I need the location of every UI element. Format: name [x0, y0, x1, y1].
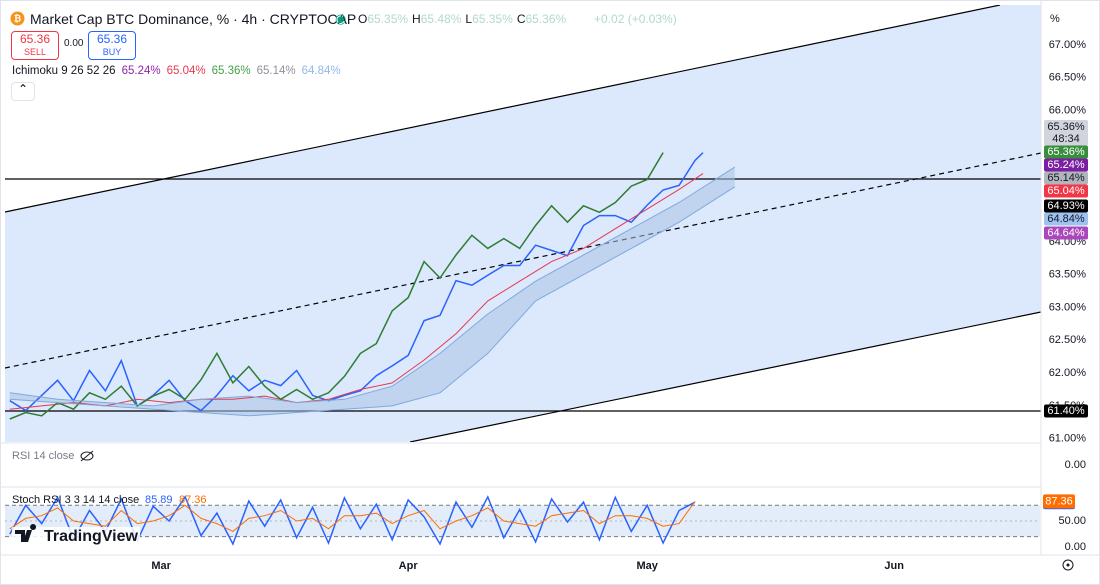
- price-badge-label: 61.40%: [1047, 405, 1085, 417]
- price-badge-label: 65.36%: [1047, 146, 1085, 158]
- ohlc-value: 65.48%: [420, 12, 462, 26]
- y-tick-label: 63.50%: [1049, 269, 1087, 281]
- price-badge-countdown: 48:34: [1052, 133, 1080, 145]
- channel-upper: [4, 5, 1001, 213]
- series-line: [9, 152, 664, 420]
- price-badge-label: 65.36%: [1047, 121, 1085, 133]
- series-line: [9, 501, 696, 532]
- last-value-label: 87.36: [1045, 495, 1073, 507]
- y-tick-label: 63.00%: [1049, 301, 1087, 313]
- main-series: [9, 152, 736, 420]
- logo: TradingView: [12, 524, 140, 549]
- ohlc-label: C: [516, 12, 526, 26]
- channel-lower: [409, 311, 1041, 442]
- x-tick-label: Jun: [884, 560, 904, 572]
- sell-label: SELL: [23, 47, 47, 57]
- stoch-pane: [5, 495, 1040, 546]
- y-tick-label: 66.00%: [1049, 105, 1087, 117]
- y-tick-label: 67.00%: [1049, 39, 1087, 51]
- buy-label: BUY: [102, 47, 122, 57]
- indicator-value: 65.14%: [256, 65, 296, 77]
- collapse-button[interactable]: ⌃: [11, 82, 35, 101]
- axes: 61.00%61.50%62.00%62.50%63.00%63.50%64.0…: [145, 39, 1088, 572]
- y-tick-label: 0.00: [1065, 541, 1086, 553]
- buy-price: 65.36: [96, 32, 128, 46]
- symbol-icon: ₿: [10, 11, 25, 29]
- ohlc: O65.35% H65.48% L65.35% C65.36%: [358, 12, 570, 26]
- price-badge: [1044, 158, 1088, 172]
- spread: 0.00: [64, 38, 84, 49]
- price-badge-label: 64.93%: [1047, 200, 1085, 212]
- price-badge: [1044, 171, 1088, 185]
- x-tick-label: Mar: [151, 560, 171, 572]
- indicator-value: 65.24%: [121, 65, 161, 77]
- stoch-legend-value: 87.36: [179, 494, 207, 506]
- market-status: ◉: [335, 11, 347, 26]
- price-badge: [1044, 120, 1088, 146]
- price-badge: [1044, 404, 1088, 418]
- price-badge: [1044, 212, 1088, 226]
- last-value-badge: [1043, 494, 1075, 509]
- rsi-legend: RSI 14 close: [12, 450, 74, 462]
- series-line: [9, 495, 696, 546]
- price-badge-label: 65.14%: [1047, 172, 1085, 184]
- y-tick-label: 62.00%: [1049, 367, 1087, 379]
- price-unit: %: [1050, 13, 1060, 25]
- ohlc-label: O: [358, 12, 368, 26]
- price-badge-label: 65.24%: [1047, 159, 1085, 171]
- price-badge: [1044, 226, 1088, 240]
- price-badge-label: 64.84%: [1047, 213, 1085, 225]
- indicator-value: 64.84%: [301, 65, 341, 77]
- indicator-name: Ichimoku 9 26 52 26: [12, 65, 116, 77]
- indicator-value: 65.04%: [166, 65, 206, 77]
- price-badge-label: 65.04%: [1047, 185, 1085, 197]
- series-line: [9, 166, 736, 407]
- sell-button[interactable]: 65.36 SELL: [11, 31, 59, 60]
- price-badge: [1044, 145, 1088, 159]
- btc-icon: ₿: [10, 11, 25, 26]
- rsi-tick-label: 0.00: [1065, 459, 1086, 471]
- svg-text:₿: ₿: [14, 13, 21, 23]
- change: +0.02 (+0.03%): [594, 12, 677, 26]
- ohlc-label: L: [465, 12, 473, 26]
- series-line: [9, 186, 736, 417]
- logo-text: TradingView: [44, 528, 139, 545]
- x-tick-label: Apr: [399, 560, 419, 572]
- symbol-title: Market Cap BTC Dominance, % · 4h · CRYPT…: [30, 11, 357, 27]
- price-badge: [1044, 199, 1088, 213]
- stoch-legend-value: 85.89: [145, 494, 173, 506]
- y-tick-label: 62.50%: [1049, 334, 1087, 346]
- eye-icon[interactable]: [80, 450, 94, 462]
- y-tick-label: 50.00: [1058, 515, 1086, 527]
- stoch-legend: Stoch RSI 3 3 14 14 close: [12, 494, 139, 506]
- ohlc-value: 65.35%: [367, 12, 409, 26]
- ohlc-label: H: [412, 12, 421, 26]
- indicator-values: 65.24% 65.04% 65.36% 65.14% 64.84%: [116, 65, 341, 77]
- price-badge-label: 64.64%: [1047, 227, 1085, 239]
- settings-icon[interactable]: [1062, 559, 1074, 571]
- indicator-legend: Ichimoku 9 26 52 26 65.24% 65.04% 65.36% 65.…: [12, 65, 341, 77]
- buy-button[interactable]: 65.36 BUY: [88, 31, 136, 60]
- sell-price: 65.36: [19, 32, 51, 46]
- x-tick-label: May: [636, 560, 658, 572]
- main-pane: [4, 5, 1041, 442]
- y-tick-label: 66.50%: [1049, 72, 1087, 84]
- price-badge: [1044, 184, 1088, 198]
- channel-fill: [5, 5, 1041, 442]
- ohlc-value: 65.36%: [525, 12, 567, 26]
- ohlc-value: 65.35%: [472, 12, 513, 26]
- indicator-value: 65.36%: [211, 65, 251, 77]
- y-tick-label: 61.00%: [1049, 433, 1087, 445]
- series-line: [9, 173, 704, 410]
- series-line: [9, 152, 704, 412]
